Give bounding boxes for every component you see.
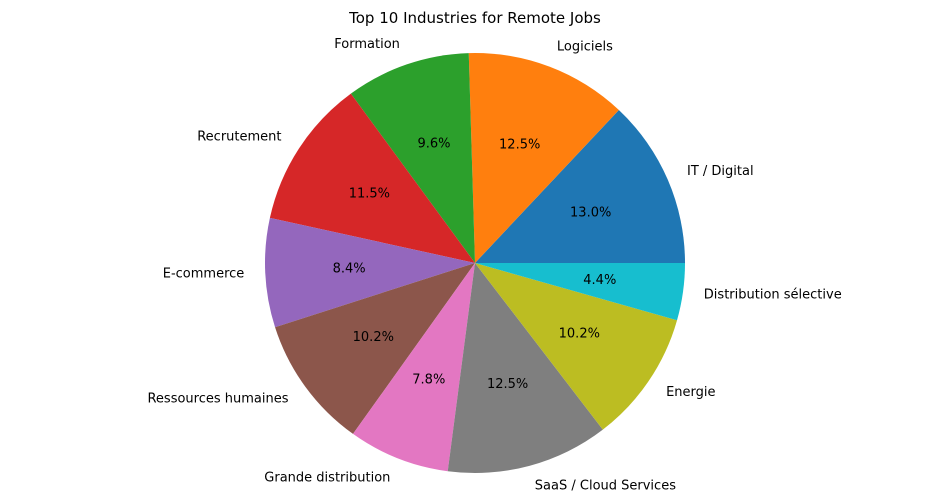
percent-labels: 13.0% 12.5% 9.6% 11.5% 8.4% 10.2% 7.8% 12.5% 10.… (333, 136, 617, 392)
pie-slice-grande-distribution (353, 263, 475, 472)
pie-slice-formation (350, 53, 475, 264)
slice-label-energie: Energie (666, 385, 715, 400)
pie-slices (264, 52, 685, 473)
percent-label-recrutement: 11.5% (349, 187, 390, 202)
slice-label-distribution-selective: Distribution sélective (704, 287, 842, 302)
slice-label-formation: Formation (334, 37, 400, 52)
pie-slice-saas-cloud-services (447, 263, 603, 473)
percent-label-saas-cloud-services: 12.5% (487, 377, 528, 392)
pie-slice-logiciels (468, 52, 619, 264)
percent-label-distribution-selective: 4.4% (583, 273, 616, 288)
slice-labels: IT / Digital Logiciels Formation Recrutemen… (147, 37, 841, 494)
chart-title: Top 10 Industries for Remote Jobs (348, 9, 601, 27)
percent-label-formation: 9.6% (417, 136, 450, 151)
pie-slice-ressources-humaines (275, 263, 475, 434)
percent-label-ressources-humaines: 10.2% (353, 330, 394, 345)
percent-label-logiciels: 12.5% (499, 138, 540, 153)
pie-slice-e-commerce (264, 217, 475, 328)
slice-label-it-digital: IT / Digital (687, 164, 754, 179)
pie-slice-energie (475, 263, 678, 430)
slice-label-e-commerce: E-commerce (163, 266, 245, 281)
slice-label-saas-cloud-services: SaaS / Cloud Services (535, 479, 676, 494)
pie-slice-distribution-selective (475, 263, 685, 321)
slice-label-logiciels: Logiciels (557, 40, 613, 55)
slice-label-recrutement: Recrutement (197, 129, 281, 144)
percent-label-it-digital: 13.0% (570, 206, 611, 221)
percent-label-energie: 10.2% (559, 326, 600, 341)
percent-label-grande-distribution: 7.8% (412, 373, 445, 388)
percent-label-e-commerce: 8.4% (333, 261, 366, 276)
pie-slice-recrutement (269, 93, 475, 263)
slice-label-ressources-humaines: Ressources humaines (147, 392, 288, 407)
pie-slice-it-digital (475, 110, 685, 263)
slice-label-grande-distribution: Grande distribution (264, 470, 390, 485)
